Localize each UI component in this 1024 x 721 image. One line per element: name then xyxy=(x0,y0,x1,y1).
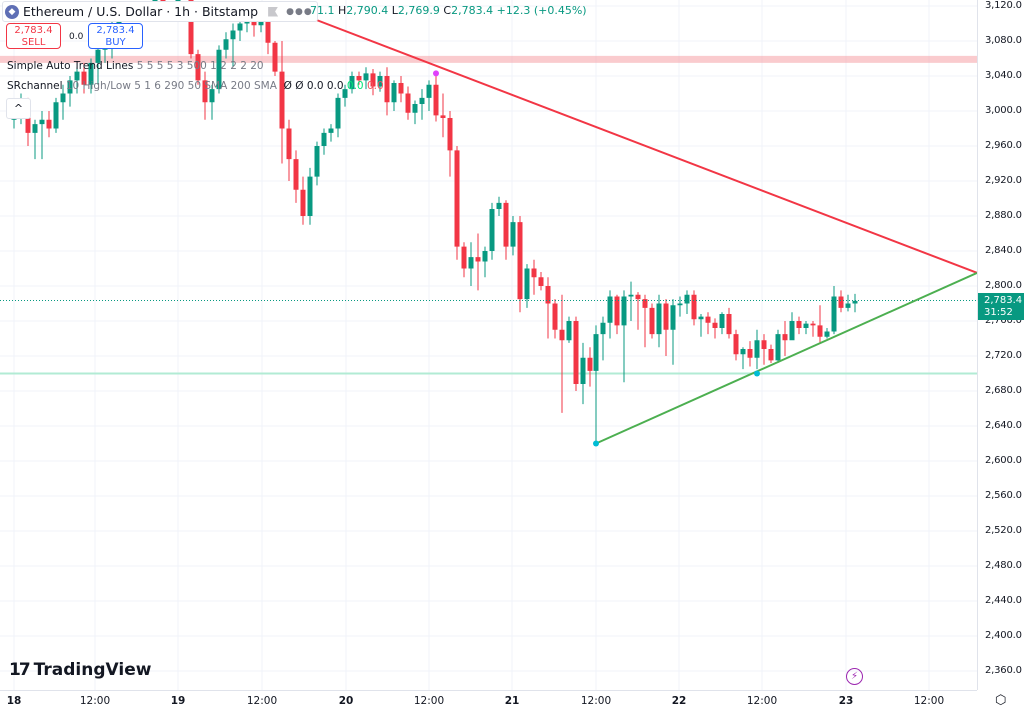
indicator-auto-trend-lines[interactable]: Simple Auto Trend Lines 5 5 5 5 3 500 1 … xyxy=(7,60,264,72)
indicator-args: 5 5 5 5 3 500 1 2 2 2 20 xyxy=(136,60,264,72)
time-tick: 19 xyxy=(170,695,186,707)
change-value: +12.3 (+0.45%) xyxy=(496,4,587,17)
price-tick: 2,640.0 xyxy=(985,420,1022,431)
high-value: 2,790.4 xyxy=(346,4,389,17)
price-tick: 2,880.0 xyxy=(985,210,1022,221)
time-axis[interactable]: 18 12:00 19 12:00 20 12:00 21 12:00 22 12:00 23 12:… xyxy=(0,690,977,721)
time-tick: 12:00 xyxy=(413,695,445,707)
tradingview-logo[interactable]: 17 TradingView xyxy=(9,660,151,680)
buy-button[interactable]: 2,783.4 BUY xyxy=(88,23,143,49)
symbol-title: Ethereum / U.S. Dollar · 1h · Bitstamp xyxy=(23,4,259,19)
price-tick: 3,080.0 xyxy=(985,35,1022,46)
time-tick: 12:00 xyxy=(746,695,778,707)
price-axis[interactable]: 3,120.0 3,080.0 3,040.0 3,000.0 2,960.0 2,920… xyxy=(977,0,1024,690)
low-label: L xyxy=(391,4,398,17)
sell-price: 2,783.4 xyxy=(14,25,53,36)
tradingview-mark-icon: 17 xyxy=(9,660,31,680)
settings-icon[interactable]: ⬡ xyxy=(995,693,1007,708)
price-tick: 3,000.0 xyxy=(985,105,1022,116)
buy-price: 2,783.4 xyxy=(96,25,135,36)
price-tick: 2,720.0 xyxy=(985,350,1022,361)
price-tick: 3,040.0 xyxy=(985,70,1022,81)
indicator-value: 0.0 xyxy=(366,80,384,92)
indicator-name: Simple Auto Trend Lines xyxy=(7,60,134,72)
sell-button[interactable]: 2,783.4 SELL xyxy=(6,23,61,49)
price-tick: 2,680.0 xyxy=(985,385,1022,396)
more-options-icon[interactable]: ●●● xyxy=(286,6,313,17)
tradingview-wordmark: TradingView xyxy=(33,660,152,680)
bar-countdown: 31:52 xyxy=(984,307,1013,318)
time-tick: 12:00 xyxy=(79,695,111,707)
indicator-value: 0.0 xyxy=(346,80,364,92)
ethereum-icon: ◆ xyxy=(5,4,19,19)
price-tick: 2,360.0 xyxy=(985,665,1022,676)
price-tick: 2,480.0 xyxy=(985,560,1022,571)
time-tick: 22 xyxy=(671,695,687,707)
spread-value: 0.0 xyxy=(69,32,84,42)
indicator-srchannel[interactable]: SRchannel 10 High/Low 5 1 6 290 50 SMA 2… xyxy=(7,80,384,92)
indicator-value: 0.0 xyxy=(306,80,324,92)
close-label: C xyxy=(443,4,452,17)
indicator-value: Ø xyxy=(283,80,292,92)
price-tick: 2,560.0 xyxy=(985,490,1022,501)
price-chart[interactable] xyxy=(0,0,977,690)
price-tick: 2,400.0 xyxy=(985,630,1022,641)
open-value: 71.1 xyxy=(310,4,335,17)
low-value: 2,769.9 xyxy=(397,4,440,17)
price-tick: 3,120.0 xyxy=(985,0,1022,11)
ohlc-values: 71.1 H2,790.4 L2,769.9 C2,783.4 +12.3 (+… xyxy=(310,4,587,17)
time-tick: 20 xyxy=(338,695,354,707)
price-tick: 2,520.0 xyxy=(985,525,1022,536)
indicator-value: 0.0 xyxy=(326,80,344,92)
high-label: H xyxy=(338,4,347,17)
buy-label: BUY xyxy=(105,37,126,48)
current-price-label: 2,783.4 31:52 xyxy=(978,293,1024,320)
close-value: 2,783.4 xyxy=(451,4,494,17)
time-tick: 18 xyxy=(6,695,22,707)
time-tick: 23 xyxy=(838,695,854,707)
sell-label: SELL xyxy=(21,37,46,48)
time-tick: 12:00 xyxy=(246,695,278,707)
price-tick: 2,800.0 xyxy=(985,280,1022,291)
price-tick: 2,440.0 xyxy=(985,595,1022,606)
lightning-icon[interactable]: ⚡ xyxy=(846,668,863,685)
time-tick: 21 xyxy=(504,695,520,707)
price-tick: 2,960.0 xyxy=(985,140,1022,151)
current-price: 2,783.4 xyxy=(984,295,1023,306)
indicator-name: SRchannel xyxy=(7,80,63,92)
indicator-args: 10 High/Low 5 1 6 290 50 SMA 200 SMA xyxy=(65,80,277,92)
flag-icon[interactable] xyxy=(268,6,279,17)
price-tick: 2,600.0 xyxy=(985,455,1022,466)
price-tick: 2,840.0 xyxy=(985,245,1022,256)
time-tick: 12:00 xyxy=(580,695,612,707)
price-tick: 2,760.0 xyxy=(985,315,1022,326)
indicator-value: Ø xyxy=(295,80,304,92)
price-tick: 2,920.0 xyxy=(985,175,1022,186)
time-tick: 12:00 xyxy=(913,695,945,707)
symbol-legend[interactable]: ◆ Ethereum / U.S. Dollar · 1h · Bitstamp… xyxy=(2,1,318,22)
collapse-legend-button[interactable]: ^ xyxy=(6,98,31,119)
